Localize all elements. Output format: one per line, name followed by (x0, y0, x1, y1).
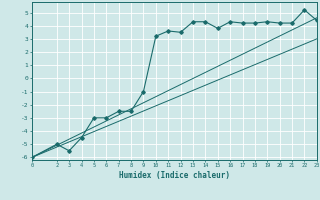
X-axis label: Humidex (Indice chaleur): Humidex (Indice chaleur) (119, 171, 230, 180)
